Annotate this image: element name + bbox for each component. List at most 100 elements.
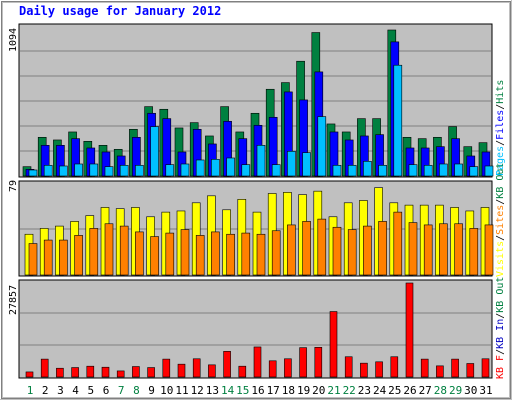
sites-bar xyxy=(378,221,387,276)
legend-entry: / xyxy=(495,313,506,319)
pages-bar xyxy=(347,165,357,177)
pages-bar xyxy=(180,163,190,177)
legend-entry: / xyxy=(495,349,506,355)
kbf-bar xyxy=(253,346,262,378)
kbf-bar xyxy=(268,360,277,378)
legend-entry: Hits xyxy=(495,80,506,104)
sites-bar xyxy=(150,236,159,276)
legend-entry: KB Out xyxy=(495,163,506,199)
x-tick-label: 31 xyxy=(479,384,492,397)
kbf-bar xyxy=(466,363,475,378)
x-tick-label: 16 xyxy=(251,384,264,397)
pages-bar xyxy=(104,166,114,177)
x-tick-label: 30 xyxy=(464,384,477,397)
x-tick-label: 14 xyxy=(221,384,235,397)
x-tick-label: 27 xyxy=(419,384,432,397)
middle-legend: Visits/Sites/KB Out xyxy=(495,163,506,277)
pages-bar xyxy=(74,163,83,177)
sites-bar xyxy=(211,231,220,276)
bottom-legend: KB F/KB In/KB Out xyxy=(495,277,506,379)
x-tick-label: 9 xyxy=(148,384,155,397)
kbf-bar xyxy=(147,367,155,378)
legend-entry: / xyxy=(495,140,506,146)
chart-title: Daily usage for January 2012 xyxy=(19,4,222,18)
x-tick-label: 7 xyxy=(118,384,125,397)
x-tick-label: 6 xyxy=(103,384,110,397)
top-legend: Pages/Files/Hits xyxy=(495,80,506,176)
legend-entry: Pages xyxy=(495,146,506,176)
legend-entry: Visits xyxy=(495,241,506,277)
bevel-dark xyxy=(1,1,511,399)
kbf-bar xyxy=(56,367,64,378)
kbf-bar xyxy=(375,361,383,378)
x-tick-label: 24 xyxy=(373,384,387,397)
kbf-bar xyxy=(40,358,49,378)
x-tick-label: 11 xyxy=(175,384,188,397)
x-tick-label: 18 xyxy=(282,384,295,397)
sites-bar xyxy=(135,231,144,276)
x-tick-label: 28 xyxy=(434,384,447,397)
x-tick-label: 19 xyxy=(297,384,310,397)
legend-entry: KB In xyxy=(495,319,506,349)
x-axis-labels: 1 2 3 4 5 6 7 8 9 10 11 12 13 14 15 16 17 18 19 20 21 22 23 24 2… xyxy=(27,384,493,397)
kbf-bar xyxy=(390,356,399,378)
kbf-bar xyxy=(71,367,79,378)
sites-bar xyxy=(363,225,372,276)
middle-bars xyxy=(24,187,494,276)
x-tick-label: 23 xyxy=(358,384,371,397)
kbf-bar xyxy=(451,358,459,378)
x-tick-label: 8 xyxy=(133,384,140,397)
sites-bar xyxy=(439,223,448,276)
kbf-bar xyxy=(360,362,368,378)
sites-bar xyxy=(119,225,129,276)
kbf-bar xyxy=(314,347,323,378)
x-tick-label: 1 xyxy=(27,384,34,397)
kbf-bar xyxy=(481,358,490,378)
pages-bar xyxy=(150,126,159,177)
sites-bar xyxy=(469,228,479,276)
pages-bar xyxy=(59,165,68,177)
kbf-bar xyxy=(192,358,201,378)
pages-bar xyxy=(135,165,144,177)
pages-bar xyxy=(484,165,494,177)
sites-bar xyxy=(165,232,175,276)
pages-bar xyxy=(378,165,387,177)
sites-bar xyxy=(302,221,311,276)
sites-bar xyxy=(180,229,190,276)
pages-bar xyxy=(241,164,251,177)
kbf-bar xyxy=(177,363,186,378)
x-tick-label: 22 xyxy=(343,384,356,397)
sites-bar xyxy=(423,224,433,276)
kbf-bar xyxy=(101,366,110,378)
pages-bar xyxy=(287,151,296,177)
sites-bar xyxy=(317,218,327,276)
pages-bar xyxy=(454,163,463,177)
legend-entry: / xyxy=(495,104,506,110)
pages-bar xyxy=(43,165,53,177)
sites-bar xyxy=(74,235,83,276)
bottom-max-label: 27857 xyxy=(8,285,19,315)
pages-bar xyxy=(226,157,235,177)
pages-bar xyxy=(439,163,448,177)
kbf-bar xyxy=(420,358,429,378)
x-tick-label: 10 xyxy=(160,384,173,397)
top-bars xyxy=(22,29,494,177)
sites-bar xyxy=(195,235,205,276)
sites-bar xyxy=(43,239,53,276)
pages-bar xyxy=(469,166,479,177)
sites-bar xyxy=(287,224,296,276)
x-tick-label: 2 xyxy=(42,384,49,397)
sites-bar xyxy=(271,230,281,276)
pages-bar xyxy=(393,64,403,177)
kbf-bar xyxy=(405,282,414,378)
pages-bar xyxy=(28,169,38,177)
sites-bar xyxy=(256,233,266,276)
sites-bar xyxy=(226,233,235,276)
x-tick-label: 20 xyxy=(312,384,325,397)
x-tick-label: 15 xyxy=(236,384,249,397)
kbf-bar xyxy=(223,351,231,378)
x-tick-label: 4 xyxy=(72,384,79,397)
sites-bar xyxy=(89,228,99,276)
pages-bar xyxy=(408,164,418,177)
